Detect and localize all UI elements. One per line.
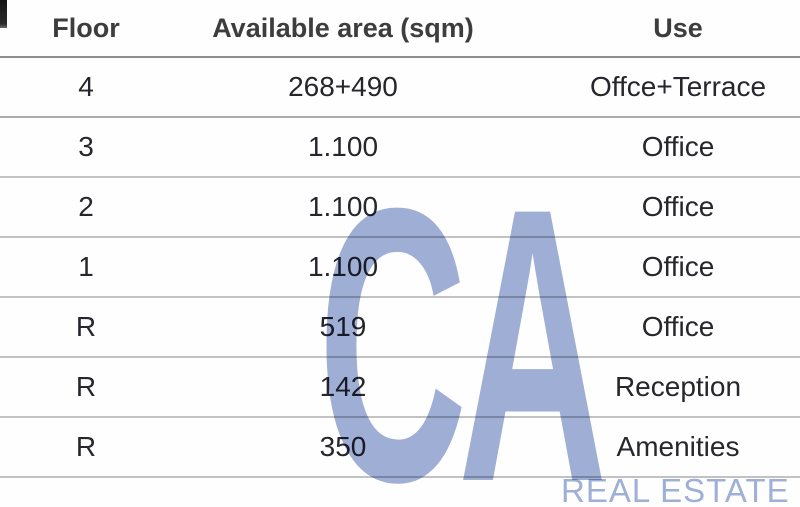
cell-available-area: 142: [319, 371, 367, 402]
table-row: 1 1.100 Office: [0, 238, 800, 298]
cell-floor: R: [75, 431, 97, 462]
cell-floor: 2: [78, 191, 94, 222]
table-row: R 142 Reception: [0, 358, 800, 418]
cell-use: Offce+Terrace: [589, 71, 767, 102]
cell-available-area: 268+490: [288, 71, 398, 102]
cell-use: Amenities: [616, 431, 740, 462]
header-available-area: Available area (sqm): [212, 12, 474, 43]
table-row: 4 268+490 Offce+Terrace: [0, 58, 800, 118]
cell-floor: 1: [78, 251, 94, 282]
cell-use: Reception: [614, 371, 742, 402]
cell-available-area: 1.100: [307, 191, 379, 222]
cell-use: Office: [641, 251, 715, 282]
cell-available-area: 1.100: [307, 131, 379, 162]
table-header-row: Floor Available area (sqm) Use: [0, 0, 800, 58]
floor-availability-table: Floor Available area (sqm) Use 4 268+490…: [0, 0, 800, 478]
table-row: R 519 Office: [0, 298, 800, 358]
corner-artifact-bar: [0, 0, 7, 28]
cell-available-area: 519: [319, 311, 367, 342]
cell-available-area: 1.100: [307, 251, 379, 282]
cell-available-area: 350: [319, 431, 367, 462]
cell-floor: 4: [78, 71, 94, 102]
cell-floor: 3: [78, 131, 94, 162]
table-row: R 350 Amenities: [0, 418, 800, 478]
table-row: 3 1.100 Office: [0, 118, 800, 178]
table-row: 2 1.100 Office: [0, 178, 800, 238]
cell-use: Office: [641, 191, 715, 222]
header-floor: Floor: [52, 12, 120, 43]
table-body: 4 268+490 Offce+Terrace 3 1.100 Office 2…: [0, 58, 800, 478]
cell-floor: R: [75, 311, 97, 342]
cell-use: Office: [641, 131, 715, 162]
header-use: Use: [653, 12, 703, 43]
cell-use: Office: [641, 311, 715, 342]
cell-floor: R: [75, 371, 97, 402]
